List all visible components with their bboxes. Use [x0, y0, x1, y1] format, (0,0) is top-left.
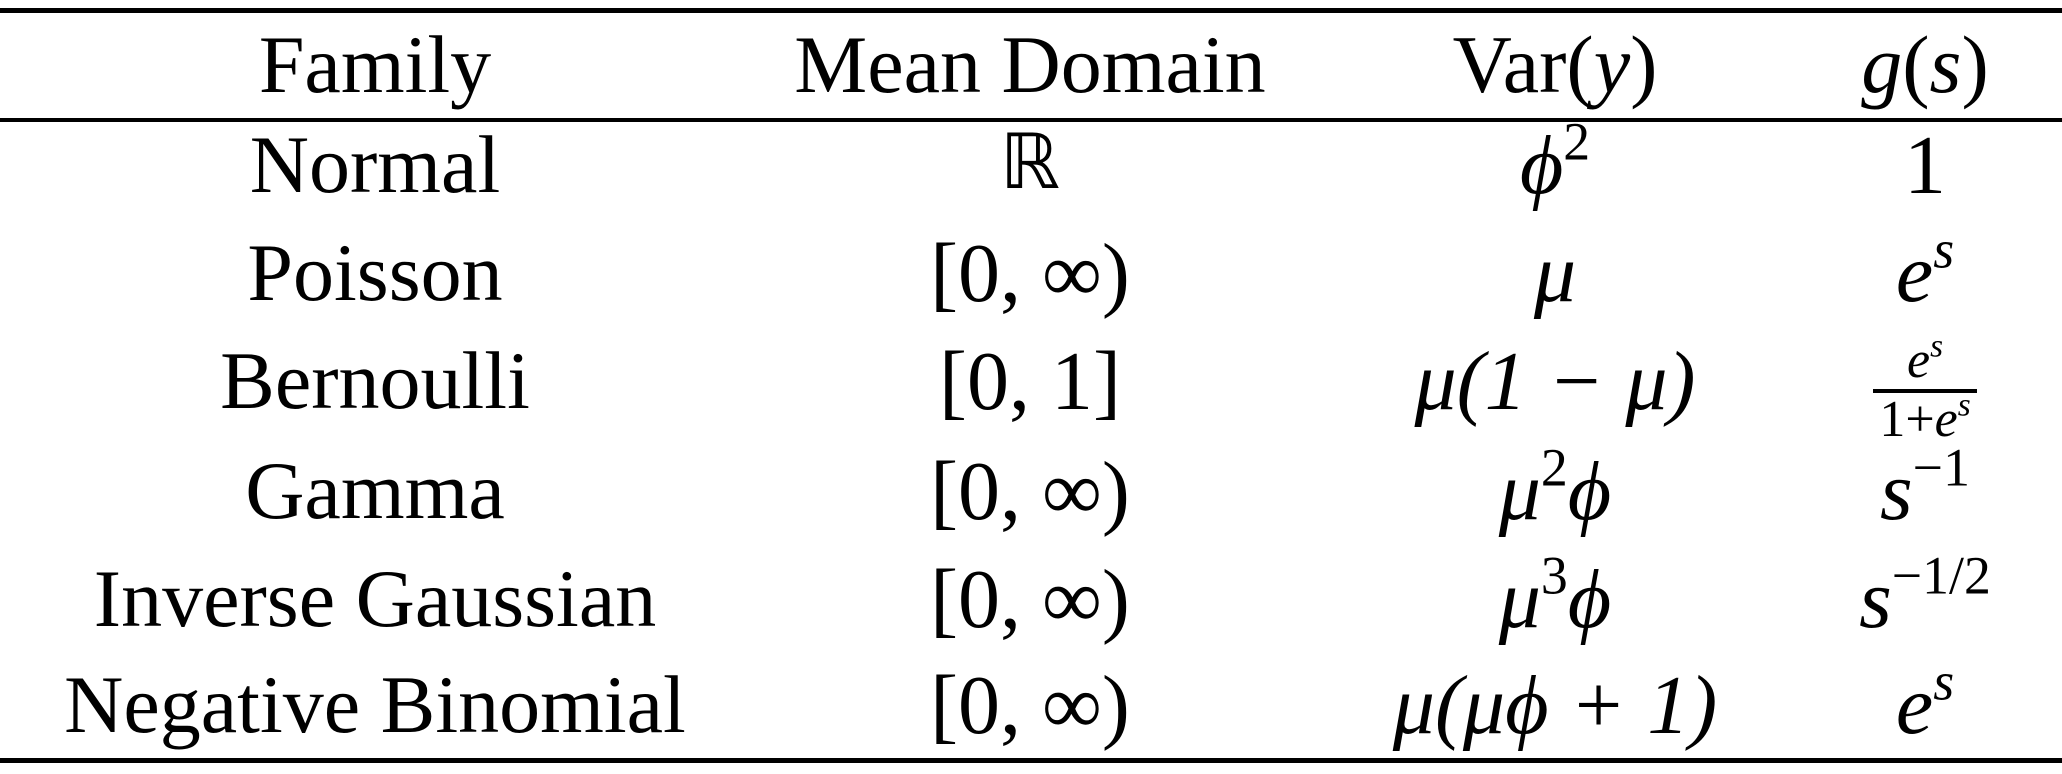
- row-poisson-g-base: e: [1895, 227, 1934, 320]
- header-variance-label: Var: [1452, 19, 1567, 110]
- row-negative-binomial-g-base: e: [1895, 659, 1934, 752]
- row-negative-binomial-family: Negative Binomial: [64, 659, 686, 750]
- row-bernoulli-domain: [0, 1]: [939, 335, 1121, 428]
- header-g-s: s: [1929, 19, 1962, 110]
- row-normal-variance: ϕ2: [1320, 115, 1790, 208]
- row-bernoulli-g-num-exp: s: [1930, 327, 1944, 365]
- header-mean-domain: Mean Domain: [794, 19, 1266, 110]
- row-inverse-gaussian-variance: μ3ϕ: [1320, 549, 1790, 642]
- row-gamma-variance-base: μ: [1498, 445, 1541, 538]
- row-bernoulli-g-num-base: e: [1906, 332, 1931, 389]
- row-normal-family: Normal: [249, 119, 501, 210]
- row-inverse-gaussian-domain: [0, ∞): [930, 553, 1130, 646]
- row-gamma-variance-tail: ϕ: [1567, 445, 1612, 538]
- row-bernoulli-variance: μ(1 − μ): [1414, 335, 1696, 428]
- row-gamma-g-base: s: [1880, 445, 1913, 538]
- row-bernoulli-g: es 1+es: [1790, 329, 2060, 447]
- row-inverse-gaussian-variance-tail: ϕ: [1567, 553, 1612, 646]
- row-normal-g: 1: [1904, 119, 1946, 212]
- header-family: Family: [258, 19, 492, 110]
- row-inverse-gaussian-g-exp: −1/2: [1891, 545, 1991, 606]
- row-normal-variance-base: ϕ: [1519, 119, 1564, 212]
- header-g-open: (: [1902, 19, 1930, 110]
- row-poisson-domain: [0, ∞): [930, 227, 1130, 320]
- row-bernoulli-g-den-base: e: [1934, 390, 1958, 448]
- header-g: g(s): [1790, 24, 2060, 106]
- table-top-rule: [0, 8, 2062, 13]
- row-bernoulli-g-den-prefix: 1+: [1879, 390, 1935, 448]
- table-header-rule: [0, 118, 2062, 122]
- row-negative-binomial-domain: [0, ∞): [930, 659, 1130, 752]
- row-normal-variance-exp: 2: [1563, 111, 1591, 172]
- row-gamma-variance: μ2ϕ: [1320, 441, 1790, 534]
- row-gamma-family: Gamma: [245, 445, 505, 536]
- row-poisson-variance: μ: [1533, 227, 1577, 320]
- row-normal-domain: ℝ: [999, 117, 1061, 206]
- row-bernoulli-g-fraction: es 1+es: [1873, 329, 1977, 448]
- row-negative-binomial-g-exp: s: [1933, 651, 1955, 712]
- row-bernoulli-g-den-exp: s: [1957, 385, 1971, 423]
- header-variance-y: y: [1593, 19, 1631, 110]
- row-bernoulli-g-denominator: 1+es: [1873, 385, 1977, 448]
- row-inverse-gaussian-g: s−1/2: [1790, 549, 2060, 642]
- row-inverse-gaussian-variance-base: μ: [1498, 553, 1541, 646]
- row-inverse-gaussian-g-base: s: [1859, 553, 1892, 646]
- header-variance-open: (: [1566, 19, 1594, 110]
- row-bernoulli-g-numerator: es: [1873, 329, 1976, 389]
- table-bottom-rule: [0, 758, 2062, 763]
- row-poisson-family: Poisson: [247, 227, 503, 318]
- row-inverse-gaussian-family: Inverse Gaussian: [93, 553, 657, 644]
- row-poisson-g: es: [1790, 223, 2060, 316]
- header-g-close: ): [1961, 19, 1989, 110]
- row-inverse-gaussian-variance-exp: 3: [1540, 545, 1568, 606]
- header-variance: Var(y): [1320, 24, 1790, 106]
- row-gamma-variance-exp: 2: [1540, 437, 1568, 498]
- row-negative-binomial-variance: μ(μϕ + 1): [1392, 659, 1718, 752]
- row-gamma-g: s−1: [1790, 441, 2060, 534]
- header-variance-close: ): [1630, 19, 1658, 110]
- row-gamma-g-exp: −1: [1912, 437, 1970, 498]
- row-gamma-domain: [0, ∞): [930, 445, 1130, 538]
- row-poisson-g-exp: s: [1933, 219, 1955, 280]
- row-negative-binomial-g: es: [1790, 655, 2060, 748]
- row-bernoulli-family: Bernoulli: [220, 335, 530, 426]
- header-g-label: g: [1861, 19, 1903, 110]
